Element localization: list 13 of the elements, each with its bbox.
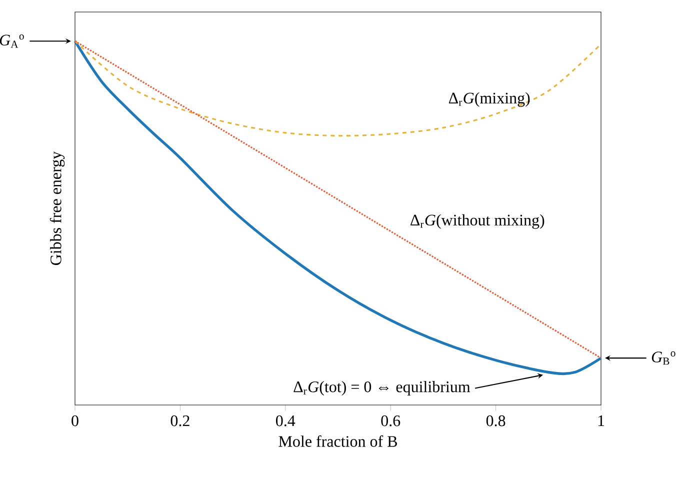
annotation: G$_{B}$o	[652, 351, 676, 365]
x-tick-label: 0.4	[276, 415, 296, 426]
annotation: Δ$_{r}$G(tot) = 0 ⇔ equilibrium	[294, 380, 470, 396]
x-tick-label: 0.2	[170, 415, 190, 426]
annotation: G$_{A}$o	[0, 34, 24, 48]
x-tick-label: 0.6	[381, 415, 400, 426]
series-label: Δ$_{r}$G(mixing)	[448, 92, 530, 107]
x-axis-title: Mole fraction of B	[278, 435, 397, 447]
x-tick-label: 0.8	[486, 415, 506, 426]
x-tick-label: 1	[598, 415, 604, 426]
y-axis-title: Gibbs free energy	[50, 151, 65, 266]
x-tick-label: 0	[72, 415, 78, 426]
series-label: Δ$_{r}$G(without mixing)	[410, 214, 544, 229]
